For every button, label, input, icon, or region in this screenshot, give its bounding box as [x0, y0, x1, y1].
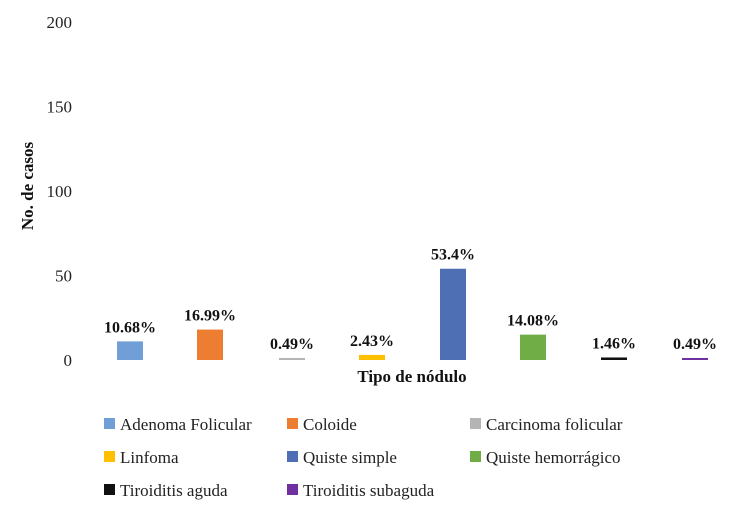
- legend-label: Tiroiditis aguda: [120, 481, 228, 500]
- data-label-6: 14.08%: [507, 313, 559, 330]
- y-tick-label: 100: [47, 182, 73, 201]
- legend-swatch: [287, 451, 298, 462]
- legend-swatch: [104, 451, 115, 462]
- bar-1: [117, 341, 143, 360]
- y-axis-title: No. de casos: [18, 141, 37, 230]
- legend-item: Coloide: [287, 415, 357, 434]
- data-labels-group: 10.68% 16.99% 0.49% 2.43% 53.4% 14.08% 1.46% 0.…: [104, 247, 717, 353]
- legend-item: Adenoma Folicular: [104, 415, 252, 434]
- legend-swatch: [104, 418, 115, 429]
- y-tick-label: 150: [47, 98, 73, 117]
- legend-item: Tiroiditis aguda: [104, 481, 228, 500]
- bar-2: [197, 329, 223, 360]
- data-label-2: 16.99%: [184, 308, 236, 325]
- legend-item: Linfoma: [104, 448, 179, 467]
- bar-5: [440, 268, 466, 360]
- legend-swatch: [470, 418, 481, 429]
- legend: Adenoma Folicular Coloide Carcinoma folicu…: [104, 415, 623, 500]
- bar-8: [682, 358, 708, 360]
- legend-label: Quiste hemorrágico: [486, 448, 621, 467]
- bars-group: [117, 268, 708, 360]
- data-label-3: 0.49%: [270, 336, 314, 353]
- legend-label: Coloide: [303, 415, 357, 434]
- data-label-8: 0.49%: [673, 336, 717, 353]
- legend-swatch: [287, 484, 298, 495]
- legend-label: Tiroiditis subaguda: [303, 481, 435, 500]
- legend-item: Carcinoma folicular: [470, 415, 623, 434]
- legend-label: Quiste simple: [303, 448, 397, 467]
- data-label-1: 10.68%: [104, 319, 156, 336]
- legend-label: Carcinoma folicular: [486, 415, 623, 434]
- legend-swatch: [287, 418, 298, 429]
- x-axis-title: Tipo de nódulo: [357, 367, 466, 386]
- legend-item: Quiste simple: [287, 448, 397, 467]
- data-label-5: 53.4%: [431, 247, 475, 264]
- bar-7: [601, 357, 627, 360]
- y-tick-label: 200: [47, 13, 73, 32]
- y-axis-ticks: 0 50 100 150 200: [47, 13, 73, 370]
- data-label-4: 2.43%: [350, 333, 394, 350]
- y-tick-label: 0: [64, 351, 73, 370]
- legend-swatch: [470, 451, 481, 462]
- bar-4: [359, 354, 385, 360]
- legend-label: Adenoma Folicular: [120, 415, 252, 434]
- data-label-7: 1.46%: [592, 335, 636, 352]
- y-tick-label: 50: [55, 267, 72, 286]
- legend-item: Tiroiditis subaguda: [287, 481, 435, 500]
- legend-item: Quiste hemorrágico: [470, 448, 621, 467]
- legend-label: Linfoma: [120, 448, 179, 467]
- legend-swatch: [104, 484, 115, 495]
- bar-6: [520, 334, 546, 360]
- bar-3: [279, 358, 305, 360]
